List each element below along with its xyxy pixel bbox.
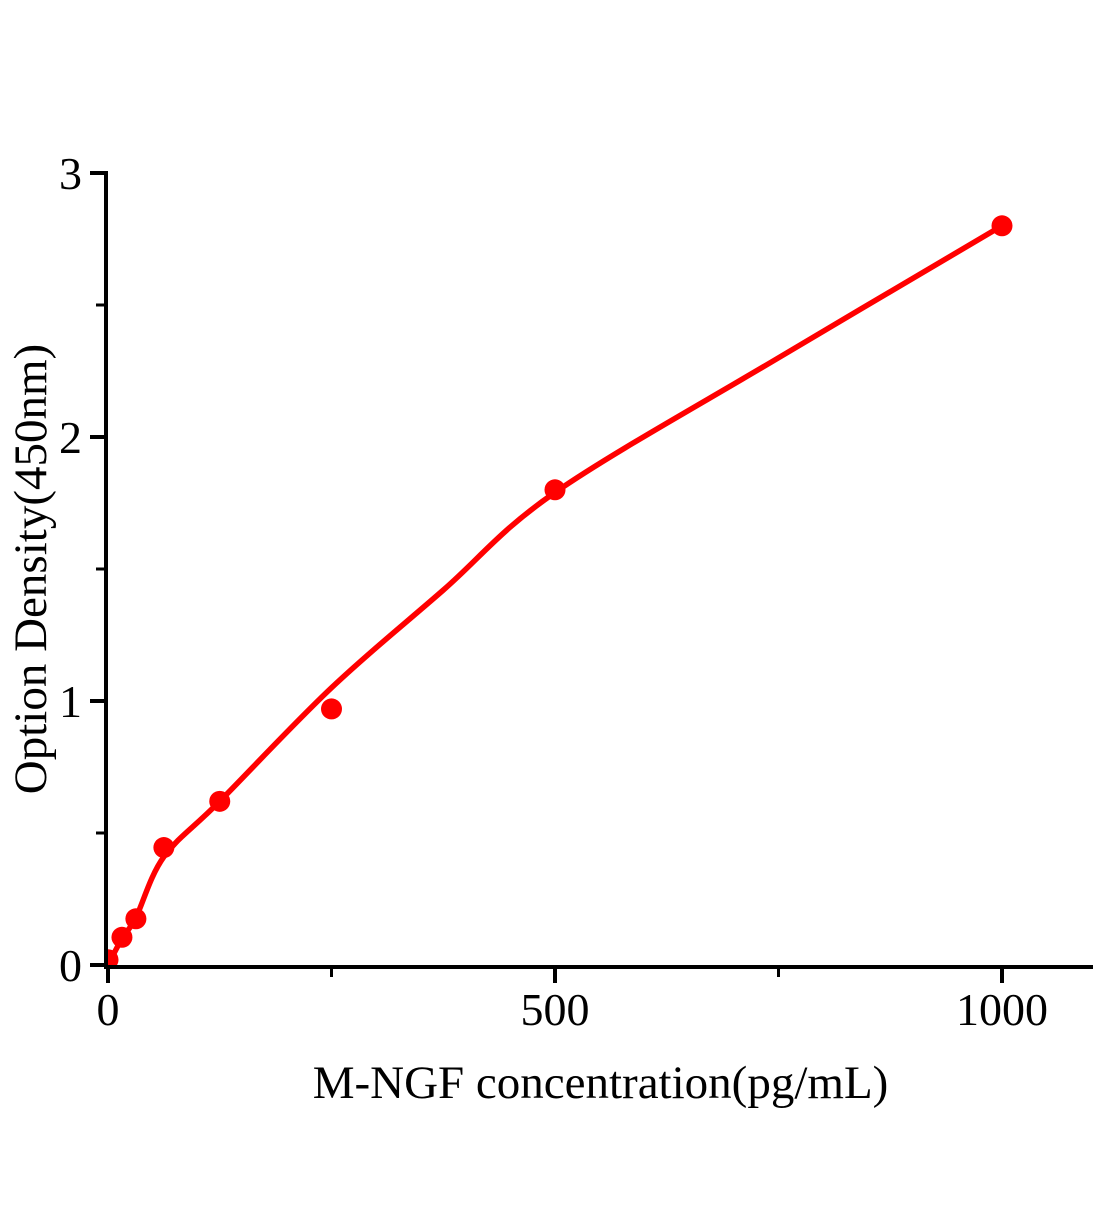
data-point (209, 790, 231, 812)
y-tick-label: 3 (59, 148, 82, 199)
data-point (108, 949, 119, 967)
fitted-curve (108, 223, 1005, 967)
data-point (153, 837, 175, 859)
data-point (991, 215, 1013, 237)
plot-data-layer (108, 215, 1013, 967)
y-tick-label: 0 (59, 940, 82, 991)
data-point (111, 926, 133, 948)
y-axis-title: Option Density(450nm) (5, 344, 57, 794)
data-point (125, 908, 147, 930)
x-tick-label: 0 (97, 984, 120, 1035)
y-tick-label: 1 (59, 676, 82, 727)
data-point (321, 698, 342, 720)
x-axis-title: M-NGF concentration(pg/mL) (313, 1057, 889, 1109)
data-point (544, 479, 566, 501)
y-tick-label: 2 (59, 412, 82, 463)
x-tick-label: 500 (521, 984, 590, 1035)
x-tick-label: 1000 (956, 984, 1048, 1035)
